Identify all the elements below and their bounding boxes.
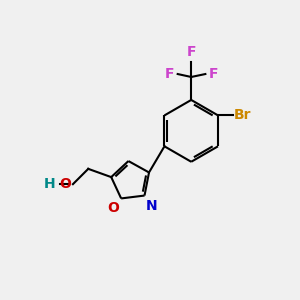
Text: F: F <box>165 67 174 81</box>
Text: Br: Br <box>234 108 251 122</box>
Text: O: O <box>60 177 71 190</box>
Text: O: O <box>107 201 119 215</box>
Text: F: F <box>187 45 196 59</box>
Text: F: F <box>209 67 218 81</box>
Text: N: N <box>146 199 158 212</box>
Text: H: H <box>44 177 56 190</box>
